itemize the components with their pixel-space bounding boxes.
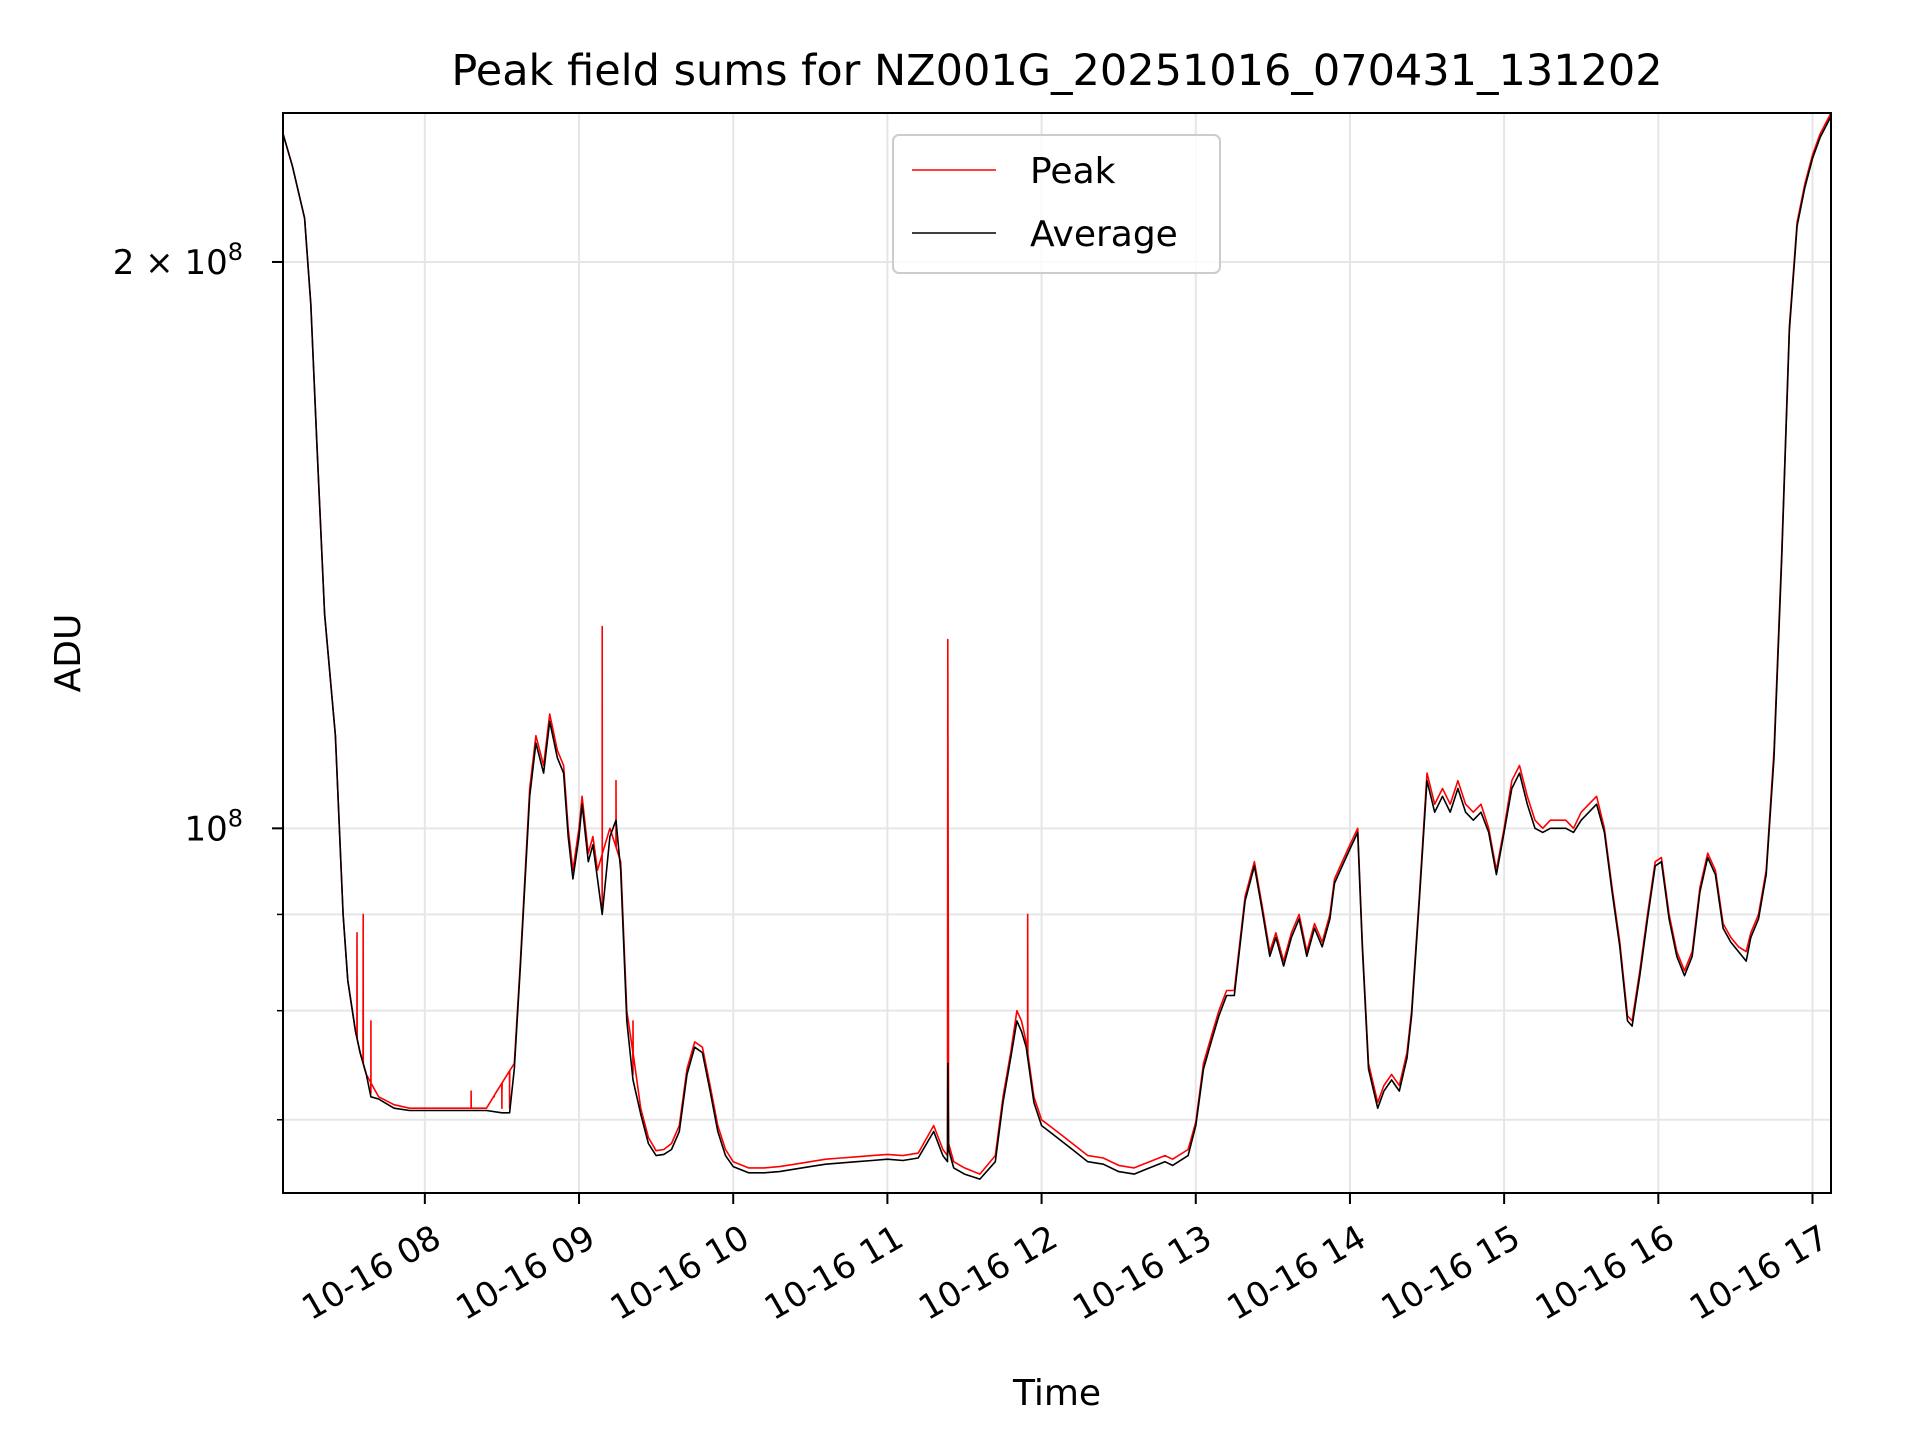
y-tick-label: 2 × 108 bbox=[113, 238, 243, 283]
series-line-average bbox=[283, 116, 1831, 1180]
legend-average-label: Average bbox=[1030, 214, 1178, 255]
series-layer bbox=[283, 113, 1831, 1180]
x-tick-label: 10-16 15 bbox=[1375, 1218, 1527, 1329]
legend-peak-label: Peak bbox=[1030, 151, 1116, 192]
x-tick-label: 10-16 12 bbox=[912, 1218, 1064, 1329]
x-tick-label: 10-16 13 bbox=[1066, 1218, 1218, 1329]
x-tick-label: 10-16 11 bbox=[758, 1218, 910, 1329]
y-tick-label: 108 bbox=[184, 804, 243, 849]
x-axis: 10-16 08 10-16 09 10-16 10 10-16 11 10-16 12… bbox=[295, 1193, 1835, 1329]
legend: Peak Average bbox=[892, 134, 1221, 274]
chart-title: Peak field sums for NZ001G_20251016_0704… bbox=[451, 46, 1662, 96]
y-axis-label: ADU bbox=[48, 614, 89, 693]
series-line-peak bbox=[283, 113, 1831, 1175]
x-tick-label: 10-16 16 bbox=[1529, 1218, 1681, 1329]
x-tick-label: 10-16 14 bbox=[1220, 1218, 1372, 1329]
x-axis-label: Time bbox=[1012, 1373, 1101, 1414]
plot-frame bbox=[282, 112, 1832, 1194]
x-tick-label: 10-16 08 bbox=[295, 1218, 447, 1329]
y-axis: 108 2 × 108 bbox=[113, 238, 283, 1121]
x-tick-label: 10-16 09 bbox=[450, 1218, 602, 1329]
grid bbox=[283, 113, 1831, 1193]
x-tick-label: 10-16 10 bbox=[604, 1218, 756, 1329]
x-tick-label: 10-16 17 bbox=[1683, 1218, 1835, 1329]
